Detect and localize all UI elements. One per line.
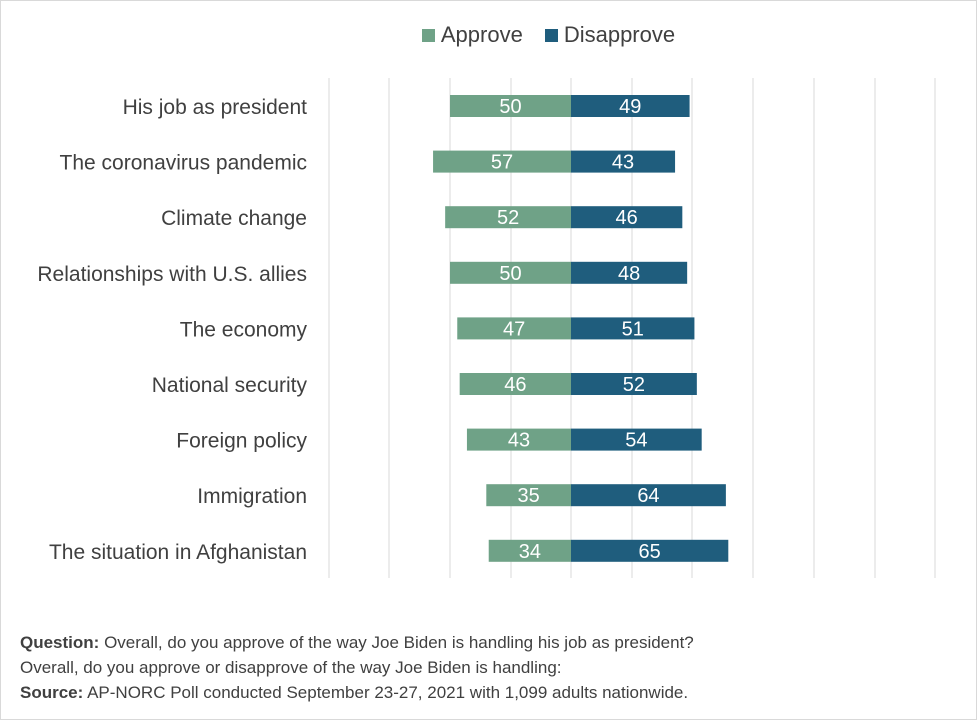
- legend-swatch-approve: [421, 28, 435, 42]
- data-label-disapprove: 43: [612, 152, 634, 174]
- data-label-disapprove: 64: [637, 485, 659, 507]
- data-label-approve: 52: [497, 207, 519, 229]
- data-label-disapprove: 54: [625, 430, 647, 452]
- data-label-disapprove: 49: [619, 96, 641, 118]
- data-label-approve: 57: [491, 152, 513, 174]
- category-label: The situation in Afghanistan: [49, 541, 307, 564]
- bar-approve: [486, 484, 571, 507]
- legend-label-approve: Approve: [440, 22, 523, 47]
- bar-approve: [445, 206, 571, 229]
- bar-disapprove: [571, 373, 697, 395]
- bar-approve: [459, 373, 571, 395]
- bar-disapprove: [571, 484, 726, 507]
- bar-disapprove: [571, 539, 729, 562]
- data-label-approve: 46: [504, 374, 526, 396]
- data-label-disapprove: 52: [623, 374, 645, 396]
- source-line: Source: AP-NORC Poll conducted September…: [20, 680, 960, 705]
- bar-disapprove: [571, 150, 676, 173]
- bar-approve: [457, 317, 571, 340]
- data-label-approve: 35: [518, 485, 540, 507]
- data-label-disapprove: 65: [639, 541, 661, 563]
- data-label-disapprove: 46: [616, 207, 638, 229]
- legend-swatch-disapprove: [544, 28, 558, 42]
- legend-item-approve: Approve: [421, 22, 523, 48]
- legend: Approve Disapprove: [0, 22, 977, 48]
- bar-approve: [433, 150, 571, 173]
- data-label-approve: 47: [503, 318, 525, 340]
- bar-disapprove: [571, 261, 688, 284]
- footnote: Question: Overall, do you approve of the…: [20, 630, 960, 705]
- source-label: Source:: [20, 683, 84, 702]
- category-label: Relationships with U.S. allies: [37, 263, 307, 286]
- data-label-disapprove: 48: [618, 263, 640, 285]
- bar-approve: [466, 428, 571, 451]
- bar-disapprove: [571, 206, 683, 229]
- category-label: The coronavirus pandemic: [60, 152, 307, 175]
- bar-approve: [488, 539, 571, 562]
- category-label: Climate change: [161, 207, 307, 230]
- data-label-approve: 34: [519, 541, 541, 563]
- category-label: Immigration: [197, 485, 307, 508]
- data-label-disapprove: 51: [622, 318, 644, 340]
- data-label-approve: 50: [499, 263, 521, 285]
- question-label: Question:: [20, 633, 100, 652]
- bar-approve: [450, 261, 571, 284]
- legend-item-disapprove: Disapprove: [544, 22, 676, 48]
- data-label-approve: 43: [508, 430, 530, 452]
- chart-plot: His job as president 50 49 The coronavirus …: [37, 78, 936, 578]
- question-line-2: Overall, do you approve or disapprove of…: [20, 658, 562, 677]
- question-line: Question: Overall, do you approve of the…: [20, 630, 960, 655]
- source-text: AP-NORC Poll conducted September 23-27, …: [83, 683, 689, 702]
- question-text: Overall, do you approve of the way Joe B…: [99, 633, 694, 652]
- bar-disapprove: [571, 317, 695, 340]
- category-label: National security: [152, 374, 308, 397]
- bar-disapprove: [571, 95, 690, 117]
- data-label-approve: 50: [499, 96, 521, 118]
- legend-label-disapprove: Disapprove: [563, 22, 676, 47]
- bar-disapprove: [571, 428, 702, 451]
- bar-approve: [450, 95, 571, 117]
- category-label: His job as president: [123, 96, 308, 119]
- category-label: The economy: [180, 318, 308, 341]
- category-label: Foreign policy: [176, 430, 307, 453]
